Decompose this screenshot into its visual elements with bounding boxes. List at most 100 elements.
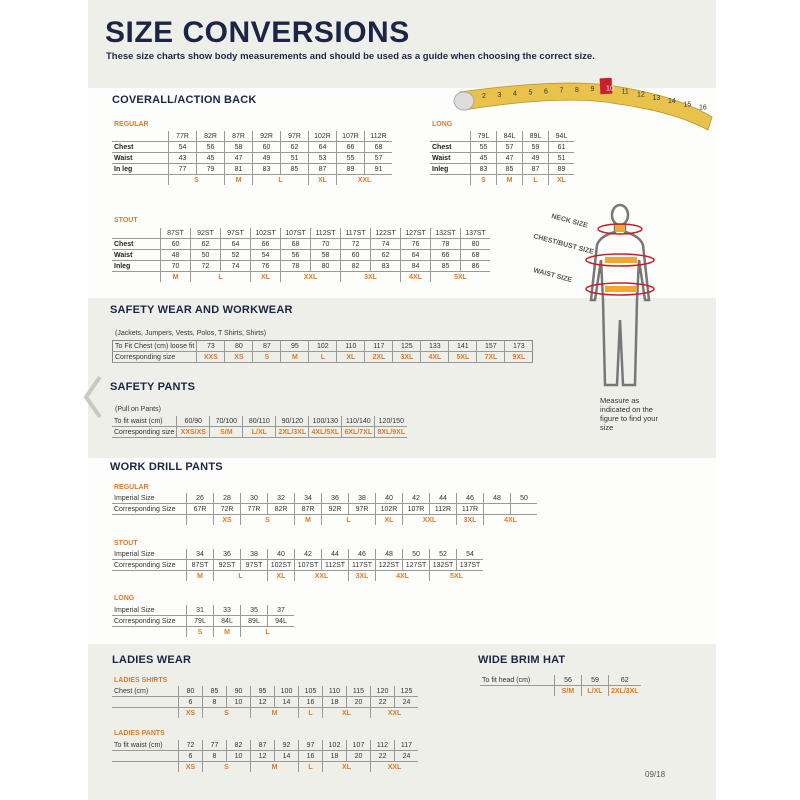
table-header-row: 77R 82R 87R 92R 97R 102R 107R 112R (112, 131, 392, 142)
table-cell: 110 (322, 686, 347, 697)
table-cell: 50 (402, 549, 430, 560)
size-table: Imperial Size 26 28 30 32 34 36 38 40 42 44 46 48 50 C… (112, 493, 537, 525)
table-cell: 102 (322, 740, 347, 751)
table-cell: 87 (252, 340, 281, 352)
header-cell: 112ST (310, 228, 341, 239)
size-cell: L (213, 570, 268, 581)
work-drill-regular-table: Imperial Size 26 28 30 32 34 36 38 40 42 44 46 48 50 C… (112, 493, 537, 525)
table-cell: 120 (370, 686, 395, 697)
safety-pants-heading: SAFETY PANTS (110, 381, 196, 393)
table-cell: 42 (294, 549, 322, 560)
table-cell: 72 (340, 238, 371, 250)
tape-number: 9 (591, 86, 595, 93)
row-label: Imperial Size (112, 549, 187, 560)
tape-number: 4 (513, 91, 517, 98)
table-cell: 31 (186, 605, 214, 616)
size-cell: 5XL (430, 271, 490, 282)
table-cell: 112R (429, 503, 457, 515)
size-cell: M (250, 761, 299, 772)
ladies-heading: LADIES WEAR (112, 654, 192, 666)
size-cell: 3XL (340, 271, 401, 282)
table-cell: 83 (252, 163, 281, 175)
table-cell: 86 (460, 260, 490, 272)
table-row: Chest 55 57 59 61 (430, 141, 574, 153)
row-label: In leg (112, 163, 169, 175)
table-cell: 70 (310, 238, 341, 250)
table-cell: 107ST (294, 559, 322, 571)
safety-wear-heading: SAFETY WEAR AND WORKWEAR (110, 304, 293, 316)
size-cell: L (522, 174, 549, 185)
table-row: In leg 77 79 81 83 85 87 89 91 (112, 163, 392, 175)
size-cell: M (186, 570, 214, 581)
chest-size-label: CHEST/BUST SIZE (532, 233, 594, 256)
size-cell: S/M (554, 685, 582, 696)
size-cell: L (240, 626, 294, 637)
table-cell: 54 (456, 549, 483, 560)
size-cell: XL (322, 761, 371, 772)
table-cell: 10 (226, 696, 251, 708)
table-cell: 78 (430, 238, 461, 250)
size-cell: 4XL (375, 570, 430, 581)
previous-page-chevron-icon[interactable] (82, 375, 104, 419)
row-label: Waist (112, 249, 161, 261)
table-cell: 49 (252, 152, 281, 164)
row-label: Corresponding Size (112, 615, 187, 627)
page-title: SIZE CONVERSIONS (105, 16, 410, 49)
table-cell: 100 (274, 686, 299, 697)
table-row: Inleg 70 72 74 76 78 80 82 83 84 85 86 (112, 260, 490, 272)
hat-heading: WIDE BRIM HAT (478, 654, 566, 666)
table-cell: 100/130 (308, 416, 342, 427)
work-drill-long-label: LONG (114, 595, 135, 602)
size-cell: S (202, 707, 251, 718)
table-cell: 107R (402, 503, 430, 515)
coverall-long-label: LONG (432, 121, 453, 128)
table-cell: 79 (196, 163, 225, 175)
table-cell: 89 (548, 163, 574, 175)
size-cell (186, 514, 214, 525)
table-cell: 49 (522, 152, 549, 164)
size-cell: XXL (336, 174, 392, 185)
table-cell: 80 (178, 686, 203, 697)
header-cell: 112R (364, 131, 392, 142)
table-cell: 53 (308, 152, 337, 164)
size-table: To fit waist (cm) 72 77 82 87 92 97 102 107 112 11… (112, 740, 418, 772)
size-cell: 9XL (504, 351, 533, 363)
table-cell: 58 (224, 141, 253, 153)
table-cell: 102ST (267, 559, 295, 571)
size-cell: S (202, 761, 251, 772)
size-row-label (112, 708, 179, 719)
table-cell: 57 (364, 152, 392, 164)
size-cell: XL (308, 174, 337, 185)
table-cell: 56 (554, 675, 582, 686)
table-cell: 112ST (321, 559, 349, 571)
table-cell: 85 (280, 163, 309, 175)
table-cell: 66 (336, 141, 365, 153)
table-cell: 87 (522, 163, 549, 175)
size-cell: S (186, 626, 214, 637)
table-cell: 115 (346, 686, 371, 697)
table-cell: 72 (190, 260, 221, 272)
header-cell: 122ST (370, 228, 401, 239)
table-cell: 97ST (240, 559, 268, 571)
header-cell: 94L (548, 131, 574, 142)
header-cell: 107ST (280, 228, 311, 239)
work-drill-heading: WORK DRILL PANTS (110, 461, 223, 473)
table-cell: 79L (186, 615, 214, 627)
row-label (112, 696, 179, 708)
table-cell: 62 (370, 249, 401, 261)
table-cell: 8 (202, 750, 227, 762)
size-cell: L/XL (242, 426, 276, 438)
table-cell: 52 (429, 549, 457, 560)
table-cell: 80 (310, 260, 341, 272)
size-cell: S (470, 174, 497, 185)
table-cell: 60/90 (176, 416, 210, 427)
size-cell: 2XL (364, 351, 393, 363)
size-cell: XXL (280, 271, 341, 282)
size-table: Chest (cm) 80 85 90 95 100 105 110 115 120 125 6 8 10… (112, 686, 418, 718)
table-cell: 89 (336, 163, 365, 175)
table-cell: 48 (483, 493, 511, 504)
size-cell: S (252, 351, 281, 363)
table-header-row: 87ST 92ST 97ST 102ST 107ST 112ST 117ST 122ST 127… (112, 228, 490, 239)
table-cell (510, 503, 537, 515)
